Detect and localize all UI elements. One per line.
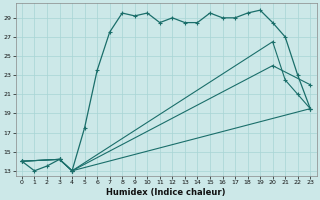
- X-axis label: Humidex (Indice chaleur): Humidex (Indice chaleur): [106, 188, 226, 197]
